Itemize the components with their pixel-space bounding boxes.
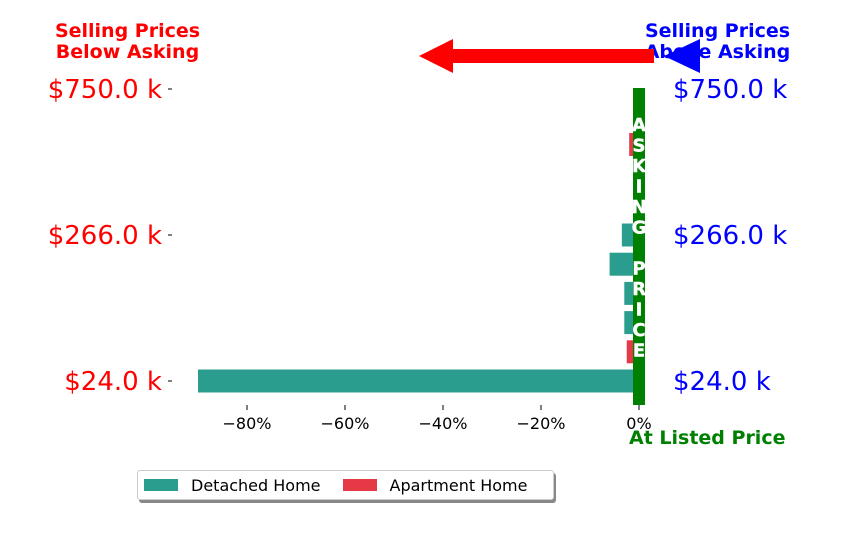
legend-swatch-detached xyxy=(144,479,178,491)
below-asking-arrow-shaft xyxy=(452,49,654,63)
y-tick-label-right-0: $750.0 k xyxy=(673,75,787,105)
asking-price-letter-11: E xyxy=(633,341,645,362)
above-asking-arrow-head xyxy=(664,39,700,73)
y-tick-label-left-1: $266.0 k xyxy=(48,221,162,251)
x-tick-label-1: −60% xyxy=(321,414,370,433)
legend-item-apartment: Apartment Home xyxy=(342,475,528,495)
asking-price-letter-7: P xyxy=(632,259,645,280)
asking-price-letter-8: R xyxy=(632,279,646,300)
y-tick-label-right-1: $266.0 k xyxy=(673,221,787,251)
x-tick-label-2: −40% xyxy=(419,414,468,433)
legend-label-detached: Detached Home xyxy=(191,475,321,495)
legend-label-apartment: Apartment Home xyxy=(389,475,528,495)
x-tick-label-0: −80% xyxy=(223,414,272,433)
y-tick-label-right-2: $24.0 k xyxy=(673,367,771,397)
asking-price-letter-0: A xyxy=(632,115,646,136)
asking-price-letter-5: G xyxy=(632,218,647,239)
at-listed-price-label: At Listed Price xyxy=(629,427,786,449)
asking-price-letter-9: I xyxy=(636,300,643,321)
y-tick-label-left-2: $24.0 k xyxy=(64,367,162,397)
y-tick-label-left-0: $750.0 k xyxy=(48,75,162,105)
asking-price-letter-3: I xyxy=(636,177,643,198)
bar-detached-2 xyxy=(609,252,639,276)
asking-price-letter-10: C xyxy=(632,320,645,341)
asking-price-letter-4: N xyxy=(631,197,646,218)
below-asking-line2: Below Asking xyxy=(55,41,200,63)
below-asking-line1: Selling Prices xyxy=(54,20,201,42)
legend-item-detached: Detached Home xyxy=(144,476,321,495)
x-tick-label-4: 0% xyxy=(626,414,651,433)
below-asking-arrow-head xyxy=(419,39,453,73)
x-tick-label-3: −20% xyxy=(517,414,566,433)
asking-price-line xyxy=(633,88,645,405)
legend: Detached Home Apartment Home xyxy=(137,470,554,500)
legend-swatch-apartment xyxy=(342,479,377,491)
above-asking-line1: Selling Prices xyxy=(644,20,791,42)
asking-price-letter-2: K xyxy=(632,156,647,177)
below-asking-header: Selling Prices Below Asking xyxy=(40,21,215,63)
asking-price-letter-1: S xyxy=(633,136,646,157)
bar-detached-6 xyxy=(198,369,639,393)
